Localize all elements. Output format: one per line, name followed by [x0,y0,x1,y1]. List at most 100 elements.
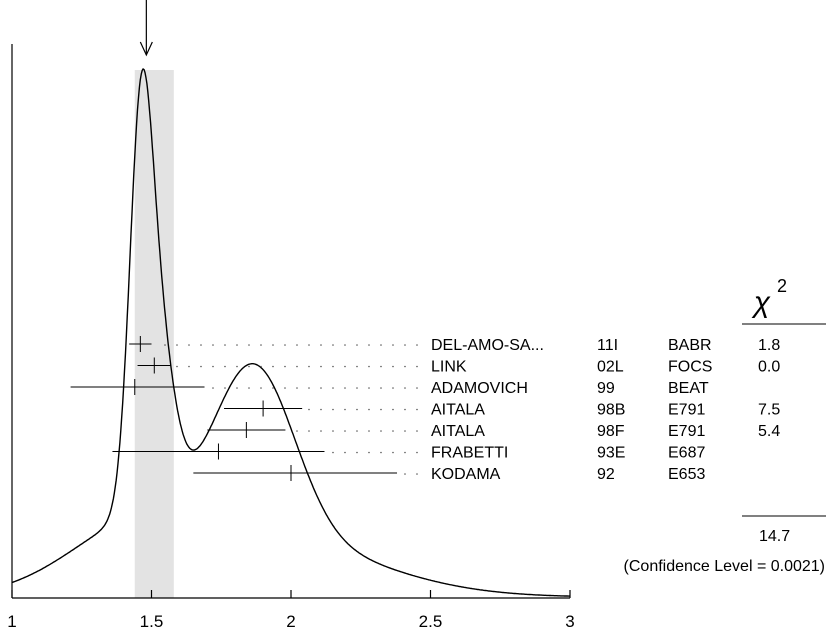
leader-dot [380,451,382,454]
measurement-author: FRABETTI [431,445,508,462]
leader-dot [404,430,406,432]
leader-dot [380,408,382,411]
leader-dot [284,387,286,389]
leader-dot [368,430,370,432]
measurement-experiment: FOCS [668,359,712,376]
leader-dot [296,387,298,389]
leader-dot [380,365,382,368]
leader-dot [236,365,238,368]
leader-dot [296,365,298,368]
leader-dot [212,387,214,389]
measurement-experiment: BABR [668,337,712,354]
measurement-chi2: 7.5 [758,402,780,419]
leader-dot [224,387,226,389]
leader-dot [296,344,298,346]
leader-dot [416,387,418,389]
leader-dot [272,365,274,368]
measurement-author: AITALA [431,423,485,440]
leader-dot [320,344,322,346]
leader-dot [356,387,358,389]
leader-dot [404,451,406,454]
leader-dot [368,344,370,346]
measurement-year: 93E [597,445,625,462]
leader-dot [416,365,418,368]
leader-dot [224,344,226,346]
leader-dot [332,387,334,389]
leader-dot [248,387,250,389]
leader-dot [248,365,250,368]
measurement-row: AITALA 98B E791 7.5 [224,400,780,419]
measurement-author: KODAMA [431,466,501,483]
leader-dot [308,387,310,389]
leader-dot [404,387,406,389]
leader-dot [344,408,346,411]
leader-dot [356,430,358,432]
measurement-row: ADAMOVICH 99 BEAT [70,379,709,397]
leader-dot [368,451,370,454]
x-tick-label: 3 [565,612,574,631]
measurement-experiment: E791 [668,402,705,419]
leader-dot [416,451,418,454]
leader-dot [200,344,202,346]
leader-dot [380,344,382,346]
measurement-author: DEL-AMO-SA... [431,337,544,354]
leader-dot [344,430,346,432]
leader-dot [416,430,418,432]
leader-dot [320,408,322,411]
leader-dot [260,344,262,346]
measurement-rows: DEL-AMO-SA... 11I BABR 1.8 LINK 02L FOCS 0.0 ADA… [70,336,780,483]
leader-dot [176,365,178,368]
measurement-year: 02L [597,359,624,376]
leader-dot [188,344,190,346]
x-tick-label: 1.5 [140,612,164,631]
leader-dot [332,408,334,411]
leader-dot [308,430,310,432]
average-arrow [139,0,153,57]
average-band [134,70,174,598]
leader-dot [260,365,262,368]
measurement-year: 92 [597,466,615,483]
leader-dot [224,365,226,368]
leader-dot [260,387,262,389]
leader-dot [236,344,238,346]
leader-dot [356,365,358,368]
measurement-experiment: E687 [668,445,705,462]
leader-dot [320,365,322,368]
measurement-experiment: BEAT [668,380,709,397]
leader-dot [392,387,394,389]
leader-dot [392,430,394,432]
leader-dot [188,365,190,368]
leader-dot [272,344,274,346]
leader-dot [416,473,418,475]
measurement-year: 11I [597,337,618,354]
measurement-year: 98F [597,423,625,440]
leader-dot [284,365,286,368]
leader-dot [380,387,382,389]
leader-dot [356,451,358,454]
leader-dot [344,344,346,346]
leader-dot [332,451,334,454]
leader-dot [296,430,298,432]
leader-dot [416,344,418,346]
leader-dot [308,344,310,346]
leader-dot [332,430,334,432]
leader-dot [404,365,406,368]
leader-dot [368,365,370,368]
leader-dot [392,344,394,346]
leader-dot [392,365,394,368]
measurement-experiment: E791 [668,423,705,440]
leader-dot [308,408,310,411]
measurement-author: LINK [431,359,467,376]
leader-dot [212,344,214,346]
leader-dot [332,344,334,346]
leader-dot [404,473,406,475]
leader-dot [356,344,358,346]
leader-dot [404,344,406,346]
leader-dot [212,365,214,368]
x-tick-label: 2 [286,612,295,631]
measurement-chi2: 1.8 [758,337,780,354]
measurement-chi2: 0.0 [758,359,780,376]
leader-dot [368,387,370,389]
average-arrow-head [139,41,153,57]
leader-dot [344,387,346,389]
